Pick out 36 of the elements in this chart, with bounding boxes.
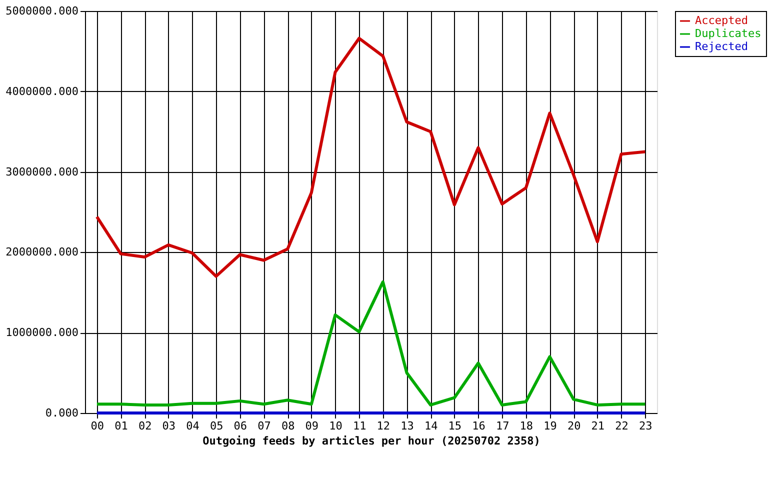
x-tick-label: 07 [258,420,271,432]
x-tick-label: 01 [114,420,128,432]
x-tick-label: 12 [376,420,390,432]
x-tick-label: 18 [520,420,534,432]
x-tick-label: 14 [424,420,438,432]
x-tick-label: 22 [615,420,628,432]
x-tick-label: 00 [90,420,104,432]
x-tick-label: 21 [591,420,605,432]
y-tick-label: 3000000.000 [6,165,78,178]
x-tick-label: 03 [162,420,176,432]
legend-label: Duplicates [695,27,762,40]
x-tick-label: 08 [281,420,295,432]
x-tick-label: 09 [305,420,319,432]
x-tick-label: 23 [638,420,652,432]
line-series [95,280,647,406]
x-tick-label: 13 [400,420,414,432]
x-tick-label: 10 [329,420,342,432]
y-tick-label: 5000000.000 [6,4,78,18]
y-tick-label: 2000000.000 [6,246,78,259]
y-tick-label: 4000000.000 [6,84,78,98]
x-tick-label: 15 [448,420,462,432]
x-tick-label: 06 [234,420,248,432]
y-tick-label: 1000000.000 [6,326,78,340]
x-tick-label: 11 [352,420,366,432]
y-tick-label: 0.000 [45,406,78,420]
x-tick-label: 05 [210,420,224,432]
x-tick-label: 17 [496,420,510,432]
x-tick-label: 20 [567,420,581,432]
x-axis-title: Outgoing feeds by articles per hour (20250702 2358) [202,434,540,448]
line-series [95,36,647,278]
legend-label: Rejected [695,40,748,53]
x-tick-label: 04 [186,420,200,432]
x-tick-label: 02 [138,420,152,432]
x-tick-label: 16 [472,420,486,432]
legend-label: Accepted [695,14,748,27]
x-tick-label: 19 [544,420,557,432]
